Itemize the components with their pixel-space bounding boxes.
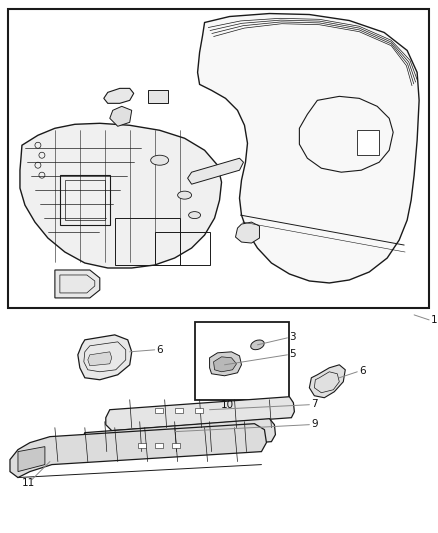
Bar [155,442,162,448]
Text: 6: 6 [359,366,366,376]
Polygon shape [78,335,132,380]
Polygon shape [148,91,168,103]
Text: 9: 9 [311,419,318,429]
Polygon shape [309,365,345,398]
Text: 3: 3 [290,332,296,342]
Polygon shape [209,352,241,376]
Text: 11: 11 [22,478,35,488]
Polygon shape [236,222,259,243]
Bar [175,408,183,413]
Bar [138,442,146,448]
Text: 5: 5 [290,349,296,359]
Text: 6: 6 [157,345,163,355]
Bar [172,442,180,448]
Polygon shape [106,397,294,431]
Ellipse shape [251,340,264,350]
Polygon shape [198,13,419,283]
Polygon shape [214,357,237,372]
Text: 7: 7 [311,399,318,409]
Ellipse shape [151,155,169,165]
Polygon shape [18,447,45,472]
Polygon shape [104,88,134,103]
Text: 10: 10 [221,400,234,410]
Polygon shape [82,419,276,457]
Polygon shape [187,158,244,184]
Bar [357,130,379,155]
Polygon shape [110,106,132,126]
Bar [8,9,429,308]
Text: 1: 1 [431,315,438,325]
Polygon shape [88,352,112,366]
Bar [155,408,162,413]
Ellipse shape [189,212,201,219]
Polygon shape [10,424,266,478]
Polygon shape [55,270,100,298]
Ellipse shape [178,191,191,199]
Bar [194,408,203,413]
Polygon shape [20,123,222,268]
Bar [194,322,290,400]
